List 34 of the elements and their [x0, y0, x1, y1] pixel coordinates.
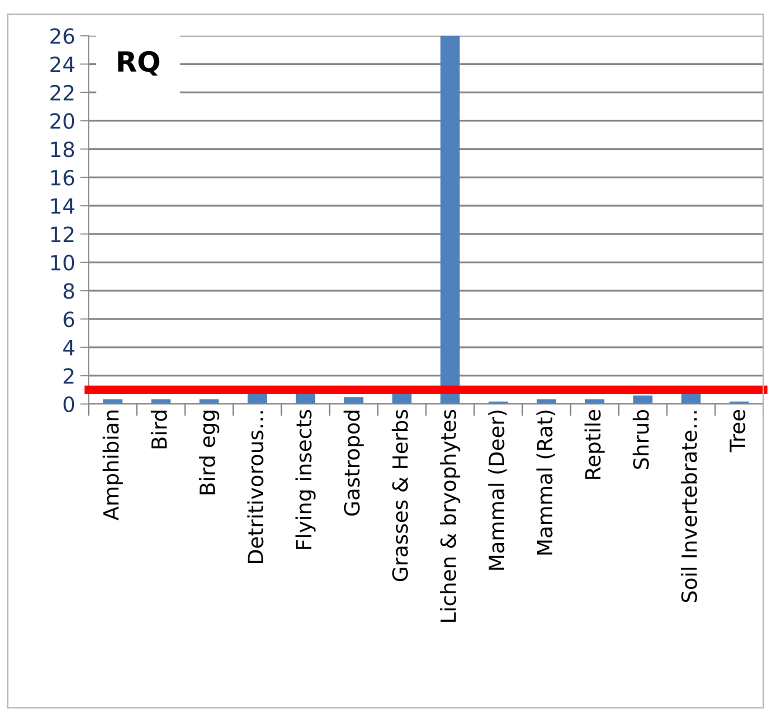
- bar: [440, 36, 460, 404]
- x-tick-label: Grasses & Herbs: [392, 410, 408, 582]
- y-tick-label: 4: [63, 340, 74, 356]
- x-tick-label: Flying insects: [295, 410, 316, 549]
- bar: [633, 395, 652, 404]
- y-tick-label: 14: [51, 198, 74, 214]
- y-tick-label: 26: [50, 28, 74, 44]
- x-tick-label: Reptile: [584, 410, 605, 479]
- y-tick-label: 6: [64, 311, 74, 328]
- y-tick-label: 12: [51, 226, 74, 242]
- bar: [248, 393, 267, 404]
- x-tick-label: Mammal (Deer): [488, 410, 507, 570]
- x-tick-label: Gastropod: [344, 410, 364, 516]
- x-tick-label: Mammal (Rat): [536, 410, 555, 554]
- bar: [392, 393, 412, 404]
- y-tick-label: 2: [64, 368, 74, 384]
- x-tick-label: Tree: [730, 410, 746, 452]
- y-tick-label: 16: [51, 170, 74, 186]
- x-tick-label: Detritivorous…: [247, 411, 264, 563]
- x-tick-label: Lichen & bryophytes: [440, 410, 460, 622]
- bar: [344, 397, 364, 404]
- y-tick-label: 22: [50, 84, 74, 100]
- y-tick-label: 24: [50, 56, 74, 72]
- y-tick-label: 10: [51, 254, 74, 271]
- y-tick-label: 0: [64, 396, 74, 412]
- chart-title: RQ: [118, 50, 160, 76]
- x-tick-label: Soil Invertebrate…: [680, 411, 698, 602]
- x-tick-label: Shrub: [632, 410, 649, 469]
- y-tick-label: 8: [64, 283, 74, 299]
- x-tick-label: Amphibian: [102, 410, 123, 520]
- x-tick-label: Bird: [150, 410, 167, 448]
- x-tick-label: Bird egg: [199, 410, 220, 494]
- y-tick-label: 18: [51, 142, 74, 158]
- y-tick-label: 20: [50, 113, 74, 129]
